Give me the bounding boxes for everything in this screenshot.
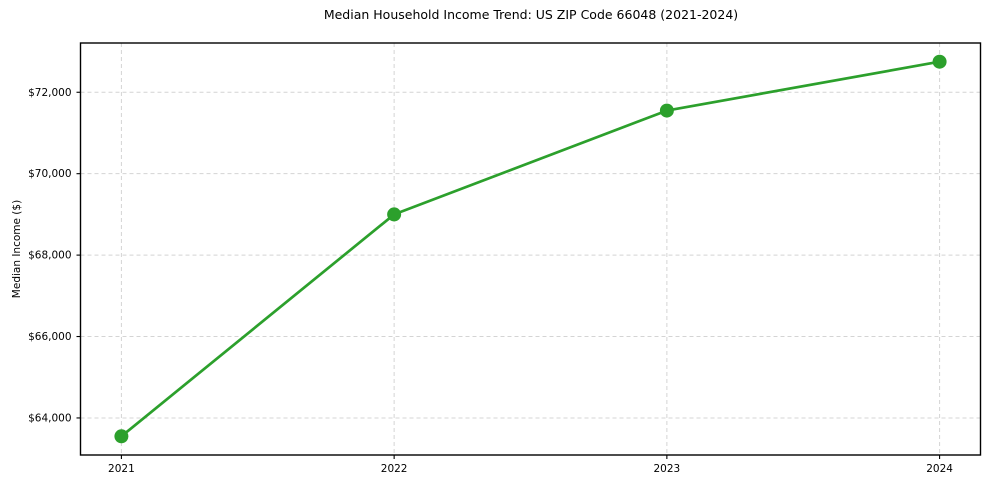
x-tick-label: 2024 <box>926 463 953 475</box>
y-tick-label: $72,000 <box>28 87 71 99</box>
plot-frame <box>79 42 982 456</box>
y-axis-title: Median Income ($) <box>11 199 23 299</box>
x-tick-label: 2023 <box>653 463 680 475</box>
data-point-marker <box>387 207 402 222</box>
x-tick-label: 2021 <box>108 463 135 475</box>
x-tick-label: 2022 <box>381 463 408 475</box>
y-tick-label: $68,000 <box>28 250 71 262</box>
income-trend-line <box>120 60 941 438</box>
y-tick-label: $66,000 <box>28 331 71 343</box>
data-point-marker <box>932 54 947 69</box>
y-tick-label: $70,000 <box>28 168 71 180</box>
data-point-marker <box>659 103 674 118</box>
chart-title: Median Household Income Trend: US ZIP Co… <box>323 7 739 22</box>
data-point-marker <box>114 429 129 444</box>
y-tick-label: $64,000 <box>28 412 71 424</box>
